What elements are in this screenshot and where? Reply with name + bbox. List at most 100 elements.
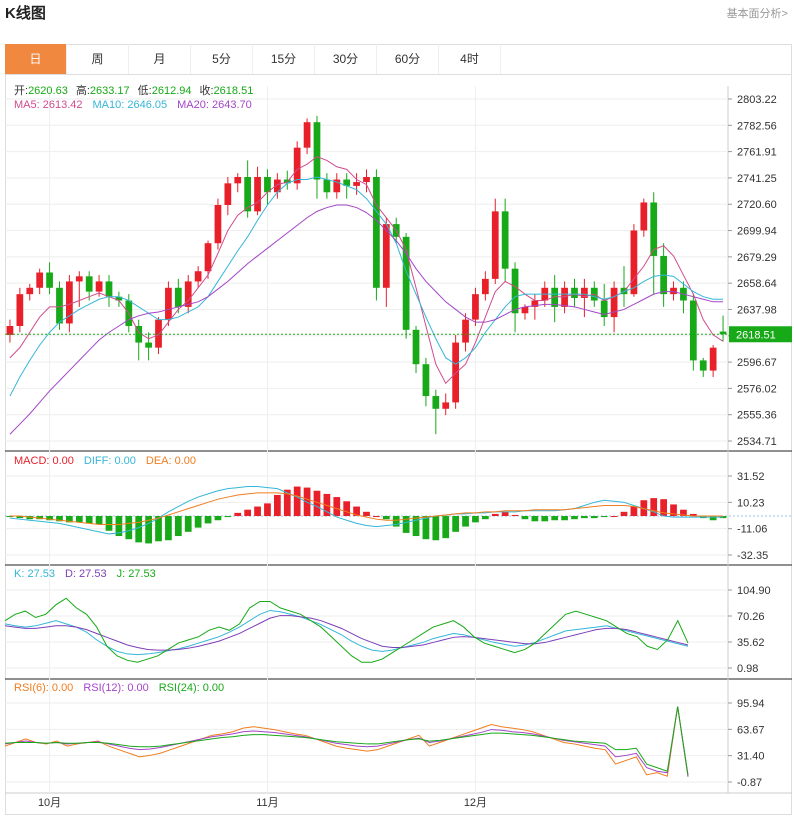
candle-down bbox=[323, 179, 331, 193]
candle-down bbox=[105, 281, 113, 297]
macd-bar bbox=[293, 486, 301, 517]
ohlc-label: 收: bbox=[199, 83, 213, 97]
kdj-legend-item: J: 27.53 bbox=[117, 568, 156, 580]
macd-bar bbox=[353, 506, 360, 517]
candle-down bbox=[313, 122, 321, 180]
candle-up bbox=[472, 294, 479, 320]
macd-bar bbox=[343, 501, 351, 517]
tab-30min[interactable]: 30分 bbox=[315, 44, 377, 74]
candle-up bbox=[363, 176, 370, 183]
tab-week[interactable]: 周 bbox=[67, 44, 129, 74]
macd-bar bbox=[600, 516, 608, 518]
macd-bar bbox=[442, 516, 450, 539]
candle-down bbox=[699, 360, 707, 371]
candle-down bbox=[174, 287, 182, 307]
price-axis-tick-label: 2803.22 bbox=[737, 94, 777, 106]
macd-bar bbox=[105, 516, 113, 531]
tab-day[interactable]: 日 bbox=[5, 44, 67, 74]
macd-bar bbox=[85, 516, 93, 524]
macd-bar bbox=[551, 516, 559, 521]
macd-bar bbox=[283, 489, 291, 517]
candle-down bbox=[115, 296, 123, 301]
kdj-axis-tick-label: 35.62 bbox=[737, 637, 765, 649]
chart-panel bbox=[5, 44, 792, 815]
macd-bar bbox=[165, 516, 172, 541]
macd-bar bbox=[561, 516, 568, 521]
candle-up bbox=[630, 230, 638, 295]
candle-down bbox=[600, 300, 608, 318]
rsi-axis-tick-label: 95.94 bbox=[737, 698, 765, 710]
macd-bar bbox=[472, 516, 479, 523]
macd-bar bbox=[115, 516, 123, 537]
candle-up bbox=[353, 182, 360, 186]
kdj-axis-tick-label: 104.90 bbox=[737, 585, 771, 597]
macd-bar bbox=[75, 516, 83, 523]
macd-bar bbox=[174, 516, 182, 537]
ohlc-label: 低: bbox=[138, 84, 152, 97]
candle-up bbox=[224, 183, 232, 205]
macd-bar bbox=[373, 516, 380, 518]
candle-up bbox=[442, 402, 450, 409]
rsi-axis-tick-label: 31.40 bbox=[737, 751, 765, 763]
candle-down bbox=[432, 396, 440, 409]
last-price-label: 2618.51 bbox=[736, 329, 776, 341]
macd-axis-tick-label: 31.52 bbox=[737, 471, 765, 483]
price-axis-tick-label: 2741.25 bbox=[737, 173, 777, 185]
price-axis-tick-label: 2658.64 bbox=[737, 278, 777, 290]
macd-bar bbox=[95, 516, 103, 525]
macd-bar bbox=[610, 516, 618, 518]
tabs-divider bbox=[5, 74, 792, 75]
candle-down bbox=[551, 287, 559, 307]
macd-bar bbox=[650, 498, 658, 517]
candle-down bbox=[46, 272, 53, 288]
price-axis-tick-label: 2637.98 bbox=[737, 304, 777, 316]
rsi-line bbox=[4, 706, 689, 778]
price-axis-tick-label: 2596.67 bbox=[737, 357, 777, 369]
candle-up bbox=[234, 176, 242, 184]
macd-bar bbox=[521, 516, 529, 520]
candle-down bbox=[145, 342, 152, 348]
macd-bar bbox=[481, 516, 489, 520]
macd-axis-tick-label: -11.06 bbox=[737, 524, 767, 536]
price-axis-tick-label: 2699.94 bbox=[737, 226, 777, 238]
candle-up bbox=[640, 202, 648, 231]
tab-60min[interactable]: 60分 bbox=[377, 44, 439, 74]
candle-up bbox=[254, 176, 261, 212]
price-axis-tick-label: 2576.02 bbox=[737, 383, 777, 395]
macd-bar bbox=[204, 516, 212, 524]
macd-bar bbox=[511, 514, 519, 517]
candle-up bbox=[333, 179, 341, 193]
candle-down bbox=[402, 236, 410, 330]
macd-bar bbox=[680, 509, 687, 517]
rsi-legend-item: RSI(12): 0.00 bbox=[83, 682, 148, 694]
macd-bar bbox=[660, 499, 667, 517]
macd-bar bbox=[145, 516, 152, 544]
tab-5min[interactable]: 5分 bbox=[191, 44, 253, 74]
candle-up bbox=[194, 271, 202, 282]
candle-down bbox=[412, 329, 420, 365]
candle-up bbox=[709, 347, 717, 371]
candle-up bbox=[36, 272, 44, 288]
macd-bar bbox=[194, 516, 202, 528]
price-axis-tick-label: 2720.60 bbox=[737, 199, 777, 211]
macd-bar bbox=[581, 516, 588, 519]
ohlc-value: 2620.63 bbox=[28, 85, 68, 97]
price-axis-tick-label: 2555.36 bbox=[737, 410, 777, 422]
tab-month[interactable]: 月 bbox=[129, 44, 191, 74]
tab-4hour[interactable]: 4时 bbox=[439, 44, 501, 74]
macd-bar bbox=[125, 516, 133, 540]
macd-bar bbox=[630, 506, 638, 517]
candle-up bbox=[382, 224, 390, 288]
macd-bar bbox=[541, 516, 549, 522]
fundamental-analysis-link[interactable]: 基本面分析> bbox=[726, 8, 788, 20]
candle-up bbox=[184, 281, 192, 307]
macd-bar bbox=[26, 516, 34, 520]
candle-down bbox=[373, 176, 380, 288]
macd-bar bbox=[709, 516, 717, 521]
macd-bar bbox=[363, 511, 370, 517]
tab-15min[interactable]: 15分 bbox=[253, 44, 315, 74]
macd-bar bbox=[56, 516, 63, 522]
ma-legend-item: MA10: 2646.05 bbox=[93, 99, 168, 111]
candle-up bbox=[214, 204, 222, 244]
candle-up bbox=[670, 287, 677, 295]
